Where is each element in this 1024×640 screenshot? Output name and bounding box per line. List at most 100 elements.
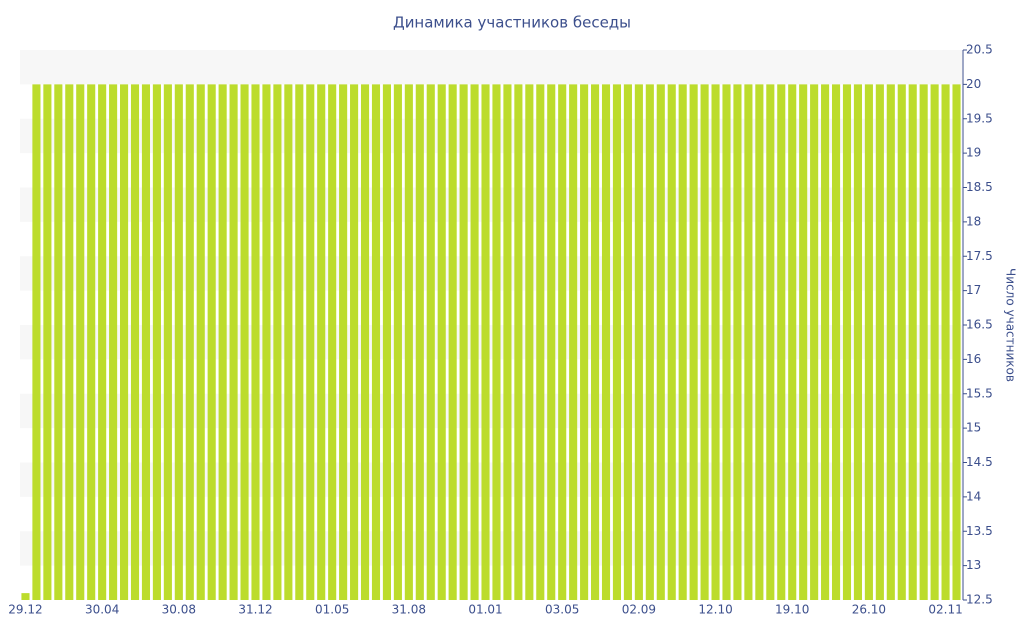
x-tick-label: 31.08 xyxy=(392,603,426,617)
y-tick-label: 15 xyxy=(966,421,981,435)
x-tick-label: 02.09 xyxy=(622,603,656,617)
bar xyxy=(799,84,808,600)
bar xyxy=(120,84,129,600)
bar xyxy=(831,84,841,600)
bar xyxy=(109,84,118,600)
bar xyxy=(700,84,709,600)
x-tick-label: 26.10 xyxy=(852,603,886,617)
x-tick-label: 01.05 xyxy=(315,603,349,617)
x-tick-label: 02.11 xyxy=(928,603,962,617)
bar xyxy=(141,84,151,600)
bar xyxy=(174,84,183,600)
bar xyxy=(623,84,632,600)
bar xyxy=(897,84,906,600)
bar xyxy=(503,84,512,600)
bar xyxy=(919,84,928,600)
grid-band xyxy=(20,118,962,154)
bar xyxy=(755,84,764,600)
y-tick-label: 13.5 xyxy=(966,524,993,538)
bar xyxy=(65,84,74,600)
bar xyxy=(163,84,172,600)
bar xyxy=(218,84,227,600)
bar xyxy=(360,84,370,600)
bar xyxy=(295,84,304,600)
bar xyxy=(306,84,315,600)
bar xyxy=(952,84,961,600)
y-tick-label: 16.5 xyxy=(966,318,993,332)
bar xyxy=(262,84,271,600)
bar xyxy=(569,84,578,600)
bar xyxy=(21,593,30,600)
bar xyxy=(853,84,862,600)
y-tick-label: 17.5 xyxy=(966,249,993,263)
y-tick-label: 19.5 xyxy=(966,111,993,125)
x-tick-label: 29.12 xyxy=(8,603,42,617)
bar xyxy=(382,84,391,600)
bar xyxy=(733,84,742,600)
bar xyxy=(404,84,413,600)
bar xyxy=(492,84,501,600)
bar xyxy=(525,84,534,600)
bar xyxy=(98,84,107,600)
bar xyxy=(459,84,468,600)
bar xyxy=(678,84,687,600)
x-tick-label: 31.12 xyxy=(238,603,272,617)
bar xyxy=(251,84,260,600)
bar xyxy=(371,84,381,600)
grid-band xyxy=(20,393,962,429)
y-tick-label: 17 xyxy=(966,283,981,297)
bar xyxy=(612,84,622,600)
bar xyxy=(591,84,600,600)
bar xyxy=(810,84,819,600)
bar xyxy=(43,84,52,600)
y-tick-label: 20.5 xyxy=(966,43,993,57)
chart-title: Динамика участников беседы xyxy=(393,14,631,32)
bar xyxy=(185,84,194,600)
bar xyxy=(777,84,786,600)
bar xyxy=(864,84,873,600)
x-tick-label: 19.10 xyxy=(775,603,809,617)
x-tick-label: 03.05 xyxy=(545,603,579,617)
bar xyxy=(788,84,797,600)
y-tick-label: 15.5 xyxy=(966,386,993,400)
x-tick-label: 30.08 xyxy=(162,603,196,617)
grid-band xyxy=(20,50,962,85)
y-tick-label: 20 xyxy=(966,77,981,91)
bar xyxy=(547,84,556,600)
bar xyxy=(842,84,852,600)
grid-band xyxy=(20,325,962,360)
plot-background xyxy=(20,50,962,566)
bar xyxy=(76,84,85,600)
bar xyxy=(601,84,611,600)
bar xyxy=(580,84,589,600)
bar xyxy=(656,84,665,600)
bar xyxy=(645,84,654,600)
y-tick-label: 18 xyxy=(966,214,981,228)
bar xyxy=(87,84,96,600)
bar xyxy=(711,84,720,600)
bar xyxy=(470,84,479,600)
bar xyxy=(634,84,643,600)
bar xyxy=(908,84,917,600)
bar xyxy=(886,84,895,600)
bar xyxy=(207,84,216,600)
bar xyxy=(229,84,238,600)
bar xyxy=(941,84,950,600)
x-tick-label: 12.10 xyxy=(698,603,732,617)
grid-band xyxy=(20,531,962,566)
y-axis-title: Число участников xyxy=(1004,268,1018,382)
y-tick-label: 12.5 xyxy=(966,593,993,607)
bar xyxy=(448,84,457,600)
bar xyxy=(514,84,523,600)
y-tick-label: 14 xyxy=(966,489,981,503)
bar xyxy=(317,84,326,600)
grid-band xyxy=(20,462,962,497)
bar xyxy=(196,84,205,600)
bar xyxy=(328,84,337,600)
bar xyxy=(722,84,731,600)
bar xyxy=(821,84,830,600)
y-tick-label: 13 xyxy=(966,558,981,572)
bar xyxy=(54,84,63,600)
bar xyxy=(426,84,435,600)
